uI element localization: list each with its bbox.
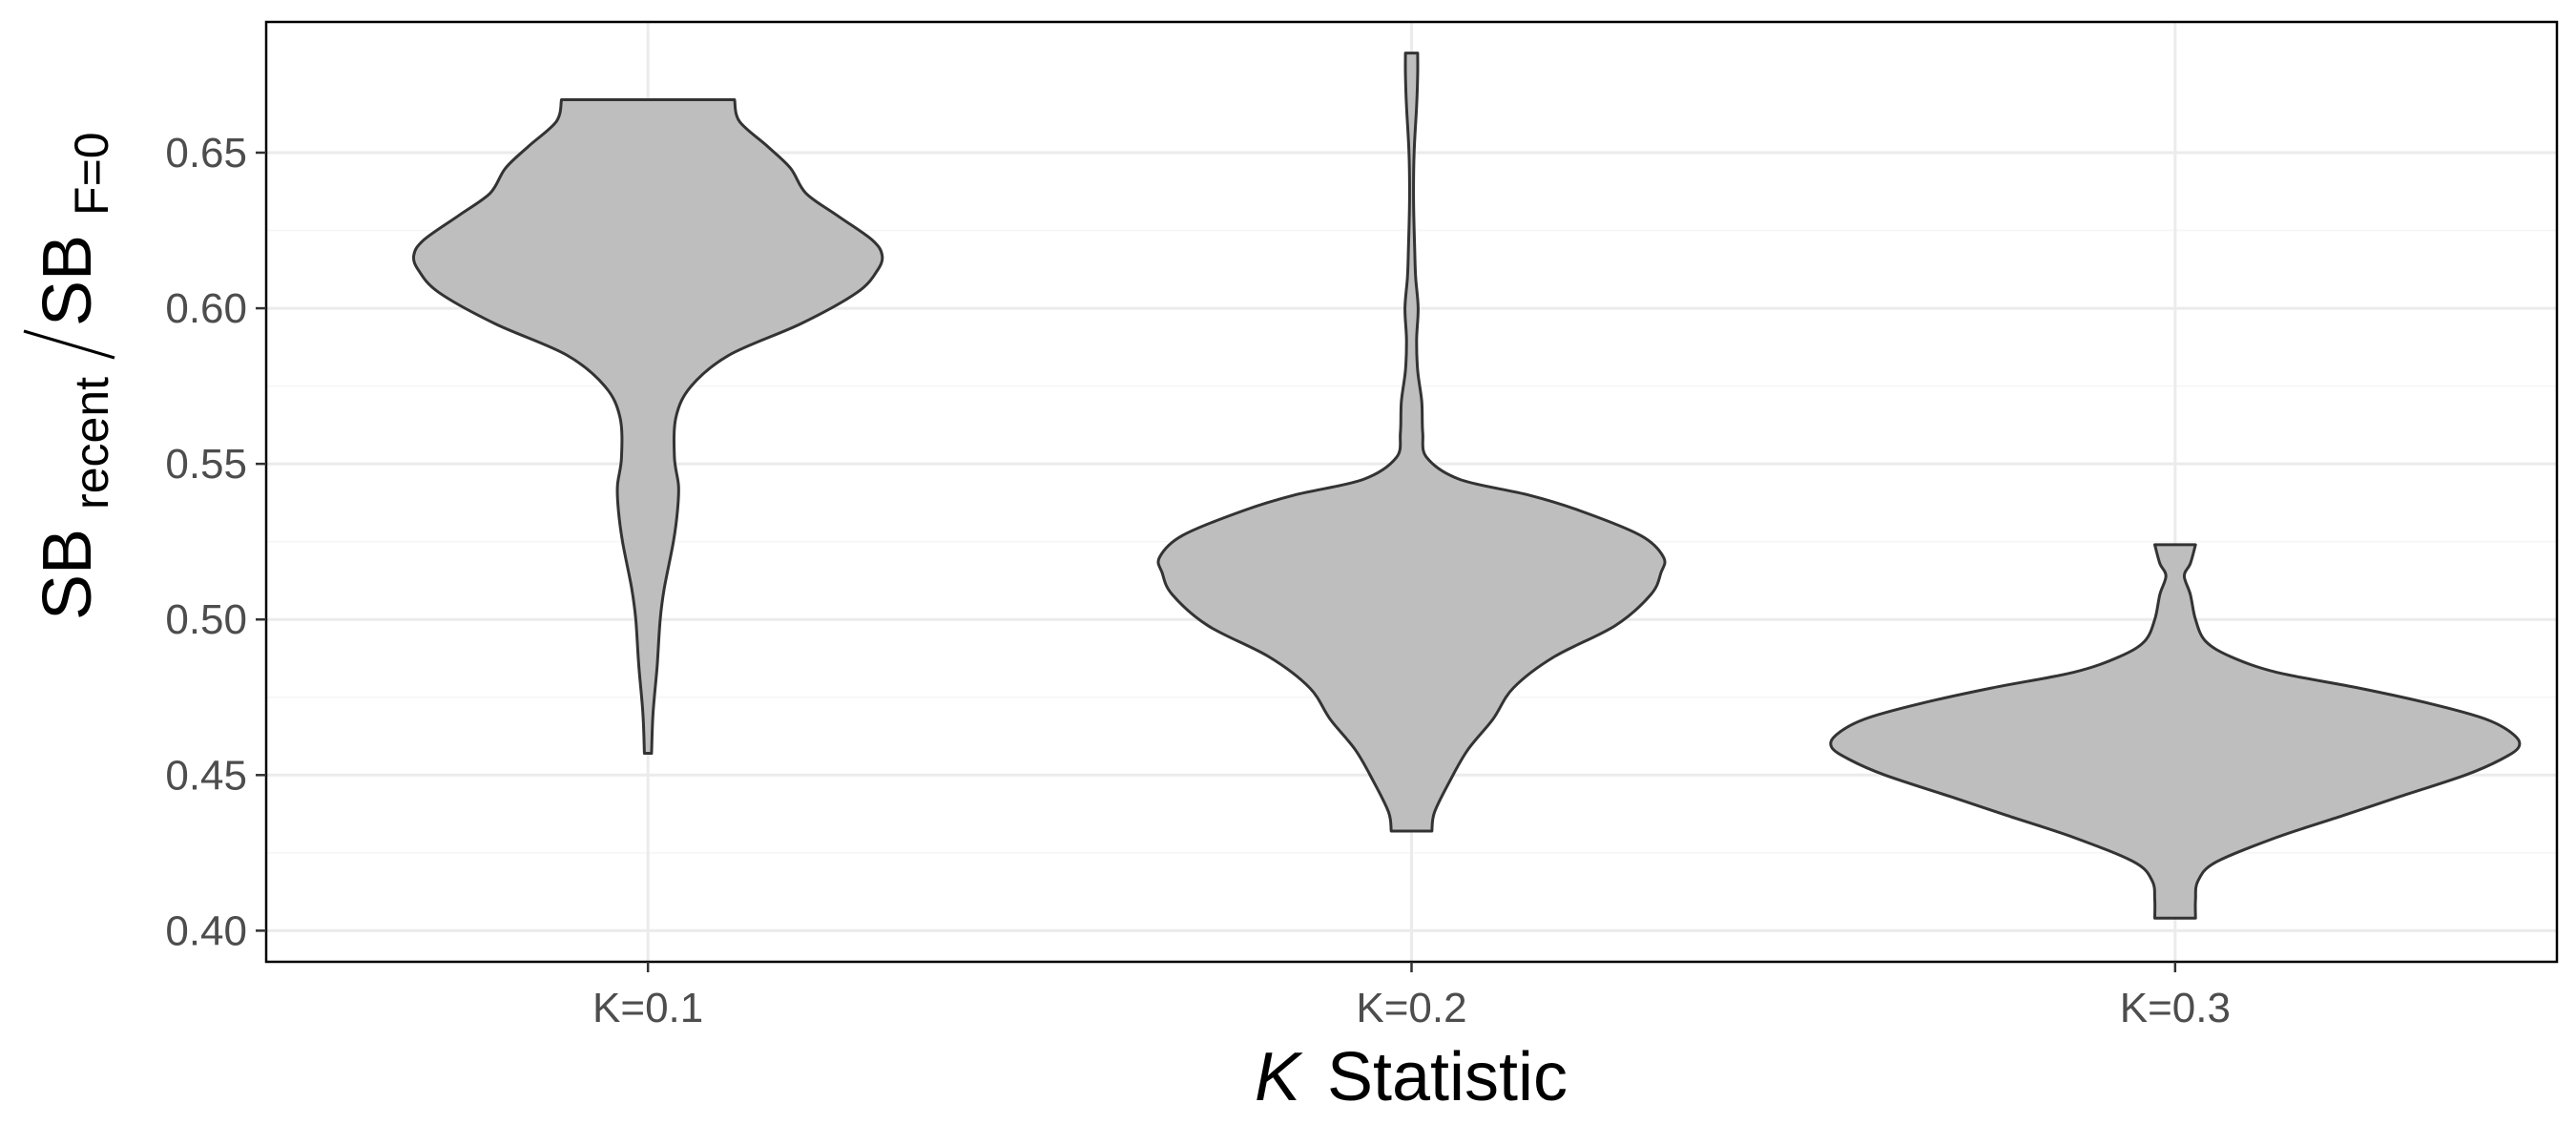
violin-k-0-2 xyxy=(1156,52,1667,833)
y-axis: 0.40 0.45 0.50 0.55 0.60 0.65 xyxy=(165,130,266,954)
y-title-numerator: SB xyxy=(30,529,106,620)
x-tick-label: K=0.2 xyxy=(1356,985,1466,1031)
x-axis-title: K Statistic xyxy=(1255,1039,1568,1115)
x-tick-label: K=0.3 xyxy=(2120,985,2231,1031)
y-tick-label: 0.50 xyxy=(165,596,247,643)
y-tick-label: 0.40 xyxy=(165,907,247,954)
x-axis: K=0.1 K=0.2 K=0.3 xyxy=(592,962,2231,1031)
y-tick-label: 0.45 xyxy=(165,752,247,799)
y-title-numerator-sub: recent xyxy=(65,377,118,510)
y-tick-label: 0.55 xyxy=(165,441,247,488)
y-tick-label: 0.60 xyxy=(165,285,247,332)
y-axis-title: SB recent SB F=0 xyxy=(23,132,118,620)
x-tick-label: K=0.1 xyxy=(592,985,703,1031)
y-title-denominator-sub: F=0 xyxy=(65,132,118,216)
svg-text:SB recent: SB recent xyxy=(30,377,118,620)
x-axis-title-rest: Statistic xyxy=(1327,1039,1568,1115)
y-title-denominator: SB xyxy=(30,235,106,326)
y-tick-label: 0.65 xyxy=(165,130,247,177)
violin-k-0-3 xyxy=(1829,543,2522,920)
x-axis-title-italic: K xyxy=(1255,1039,1303,1115)
violins xyxy=(411,52,2522,920)
y-title-fraction-slash xyxy=(23,329,115,360)
svg-text:SB F=0: SB F=0 xyxy=(30,132,118,326)
violin-k-0-1 xyxy=(411,98,884,755)
